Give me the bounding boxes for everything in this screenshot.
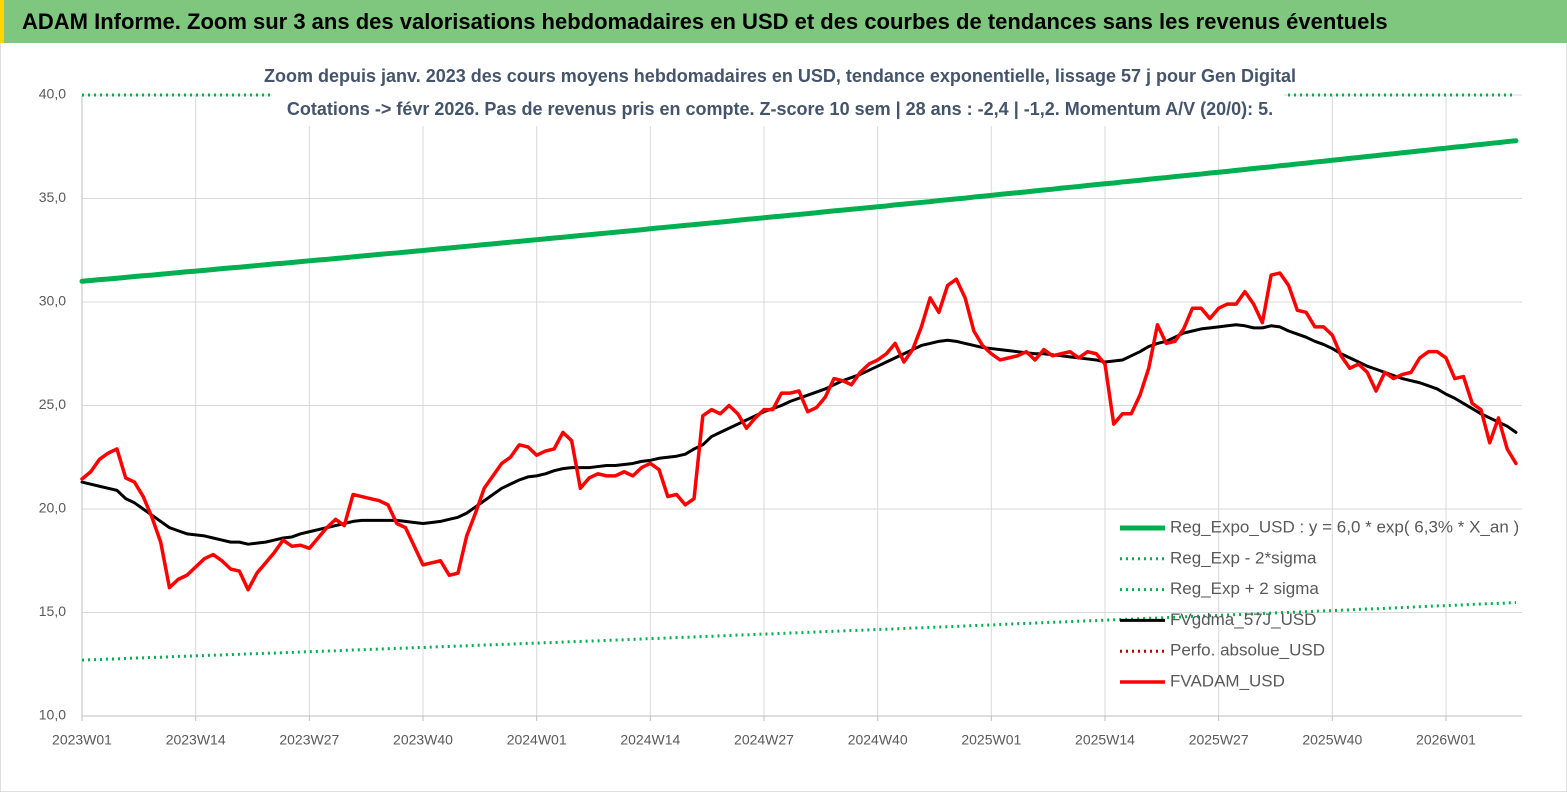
x-tick-label: 2024W01 xyxy=(507,732,567,748)
x-tick-label: 2025W40 xyxy=(1302,732,1362,748)
header-title: ADAM Informe. Zoom sur 3 ans des valoris… xyxy=(22,9,1388,34)
y-tick-label: 15,0 xyxy=(39,603,66,619)
header-accent xyxy=(0,0,4,43)
x-tick-label: 2023W01 xyxy=(52,732,112,748)
x-tick-label: 2026W01 xyxy=(1416,732,1476,748)
series-line xyxy=(79,138,1519,284)
header-bar xyxy=(0,0,1567,43)
x-tick-label: 2025W27 xyxy=(1189,732,1249,748)
x-tick-label: 2023W14 xyxy=(166,732,226,748)
title-background xyxy=(272,62,1284,126)
x-tick-label: 2025W14 xyxy=(1075,732,1135,748)
series-line xyxy=(80,323,1518,546)
series-line xyxy=(81,601,1517,662)
y-tick-label: 30,0 xyxy=(39,293,66,309)
x-tick-label: 2024W40 xyxy=(848,732,908,748)
chart-subtitle: Cotations -> févr 2026. Pas de revenus p… xyxy=(287,99,1273,119)
series-line xyxy=(80,271,1518,592)
x-tick-label: 2024W27 xyxy=(734,732,794,748)
x-tick-label: 2023W27 xyxy=(279,732,339,748)
y-tick-label: 10,0 xyxy=(39,707,66,723)
y-tick-label: 40,0 xyxy=(39,86,66,102)
legend-label: Perfo. absolue_USD xyxy=(1170,641,1325,660)
legend-label: Reg_Expo_USD : y = 6,0 * exp( 6,3% * X_a… xyxy=(1170,517,1519,536)
y-tick-label: 35,0 xyxy=(39,189,66,205)
legend: Reg_Expo_USD : y = 6,0 * exp( 6,3% * X_a… xyxy=(1120,517,1519,690)
legend-label: FVgdma_57J_USD xyxy=(1170,610,1316,629)
y-tick-label: 25,0 xyxy=(39,396,66,412)
legend-label: Reg_Exp + 2 sigma xyxy=(1170,579,1319,598)
legend-label: FVADAM_USD xyxy=(1170,671,1285,690)
x-tick-label: 2024W14 xyxy=(620,732,680,748)
x-tick-label: 2023W40 xyxy=(393,732,453,748)
chart-title: Zoom depuis janv. 2023 des cours moyens … xyxy=(264,66,1296,86)
legend-label: Reg_Exp - 2*sigma xyxy=(1170,548,1317,567)
y-tick-label: 20,0 xyxy=(39,500,66,516)
axis-labels: 10,0 15,0 20,0 25,0 30,0 35,0 40,0 2023W01 2023W… xyxy=(39,86,1476,748)
x-tick-label: 2025W01 xyxy=(961,732,1021,748)
